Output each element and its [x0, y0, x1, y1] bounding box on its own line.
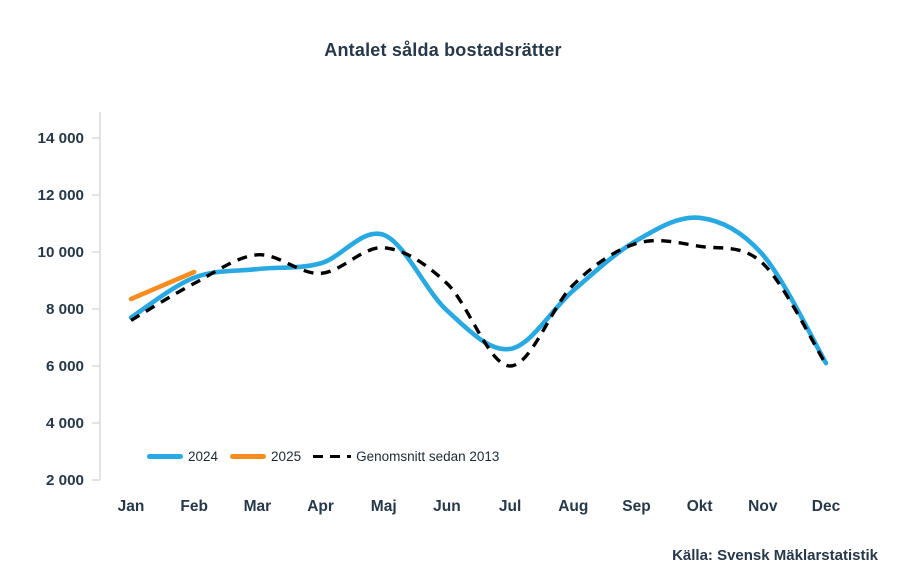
legend-item-2024: 2024 — [147, 449, 218, 464]
x-axis-month-label: Apr — [307, 498, 334, 515]
x-axis-month-label: Mar — [244, 498, 272, 515]
y-axis-tick-label: 10 000 — [38, 244, 84, 261]
legend-swatch-average-dashed-line — [313, 454, 352, 458]
legend-swatch-2024 — [147, 454, 183, 459]
y-axis-tick-label: 4 000 — [46, 415, 84, 432]
source-attribution: Källa: Svensk Mäklarstatistik — [672, 547, 878, 564]
legend-item-2025: 2025 — [230, 449, 301, 464]
y-axis-tick-label: 14 000 — [38, 130, 84, 147]
legend-label-2024: 2024 — [188, 449, 219, 464]
legend-item-average: Genomsnitt sedan 2013 — [313, 449, 499, 464]
chart-title: Antalet sålda bostadsrätter — [324, 40, 562, 60]
series-line-2024 — [128, 215, 829, 366]
x-axis-month-label: Maj — [371, 498, 397, 515]
x-axis-month-label: Jan — [118, 498, 145, 515]
x-axis-month-label: Okt — [687, 498, 713, 515]
x-axis-month-label: Dec — [812, 498, 841, 515]
legend-label-2025: 2025 — [271, 449, 302, 464]
legend-swatch-2025 — [230, 454, 267, 459]
y-axis-tick-label: 6 000 — [46, 358, 84, 375]
series-line-2025 — [128, 269, 197, 302]
x-axis-month-label: Jun — [433, 498, 461, 515]
x-axis-month-label: Jul — [499, 498, 521, 515]
y-axis-tick-label: 2 000 — [46, 472, 84, 489]
series-line-genomsnitt-sedan-2013 — [130, 238, 828, 368]
x-axis-month-label: Nov — [748, 498, 778, 515]
y-axis-tick-label: 12 000 — [38, 187, 84, 204]
legend-label-average: Genomsnitt sedan 2013 — [356, 449, 500, 464]
x-axis-month-label: Sep — [622, 498, 650, 515]
y-axis-tick-label: 8 000 — [46, 301, 84, 318]
x-axis-month-label: Aug — [558, 498, 588, 515]
chart-legend: 2024 2025 Genomsnitt sedan 2013 — [147, 449, 499, 464]
x-axis-month-label: Feb — [180, 498, 208, 515]
